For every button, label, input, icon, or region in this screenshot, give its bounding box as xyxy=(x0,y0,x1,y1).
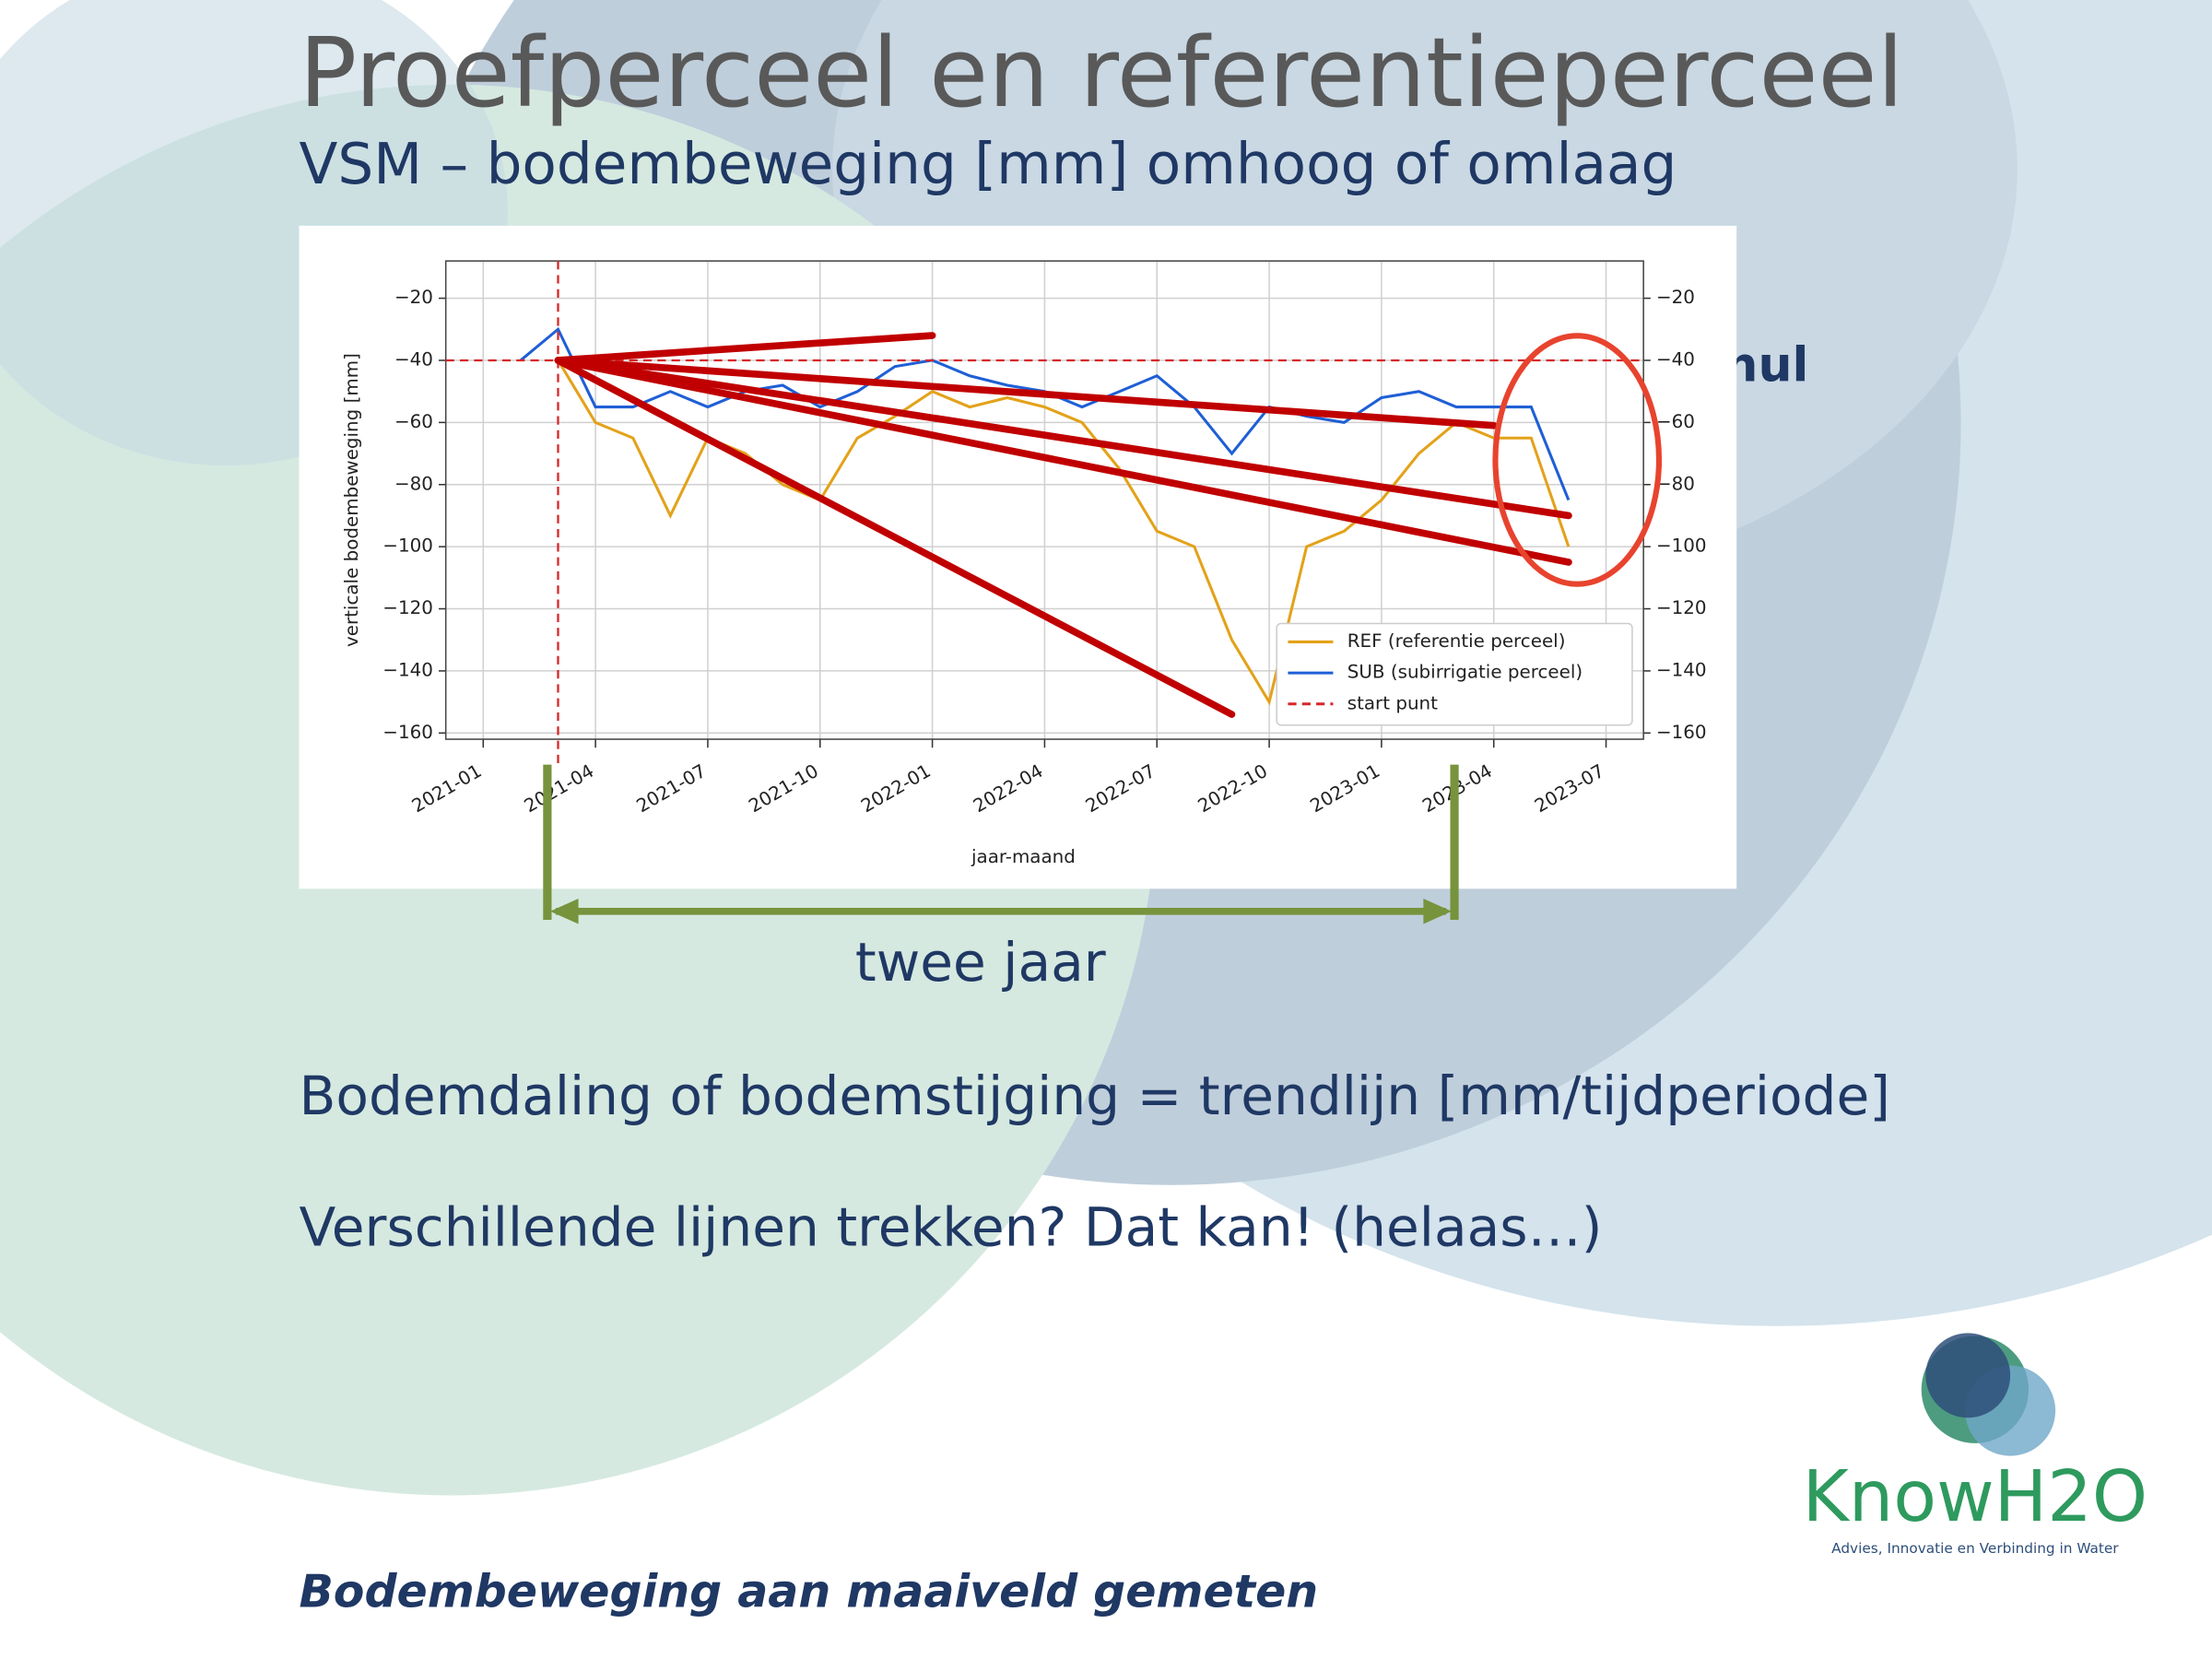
legend-label: REF (referentie perceel) xyxy=(1347,630,1566,652)
span-arrow xyxy=(543,764,1459,924)
y-tick-label: −100 xyxy=(382,535,433,557)
y2-tick-label: −20 xyxy=(1656,287,1695,308)
trend-line xyxy=(554,332,936,364)
chart-image xyxy=(299,225,1737,889)
y-tick-label: −60 xyxy=(394,411,433,432)
slide-title: Proefperceel en referentieperceel xyxy=(299,17,1903,129)
y-tick-label: −80 xyxy=(394,473,433,494)
body-line: Bodemdaling of bodemstijging = trendlijn… xyxy=(299,1065,1889,1127)
trend-line xyxy=(554,357,1572,566)
y2-tick-label: −80 xyxy=(1656,473,1695,494)
y-tick-label: −120 xyxy=(382,597,433,618)
plot-frame xyxy=(444,260,1644,740)
span-label: twee jaar xyxy=(855,931,1106,994)
x-axis-label: jaar-maand xyxy=(971,846,1076,867)
logo: KnowH2O Advies, Innovatie en Verbinding … xyxy=(1803,1333,2148,1557)
logo-name: KnowH2O xyxy=(1803,1456,2148,1538)
y2-tick-label: −40 xyxy=(1656,348,1695,370)
legend-label: start punt xyxy=(1347,692,1438,713)
legend-box xyxy=(1276,622,1633,726)
y-tick-label: −40 xyxy=(394,348,433,370)
slide-subtitle: VSM – bodembeweging [mm] omhoog of omlaa… xyxy=(299,132,1677,197)
body-line: Verschillende lijnen trekken? Dat kan! (… xyxy=(299,1196,1602,1259)
y2-tick-label: −160 xyxy=(1656,722,1707,743)
y-tick-label: −20 xyxy=(394,287,433,308)
trend-line xyxy=(554,357,1572,520)
y2-tick-label: −100 xyxy=(1656,535,1707,557)
y-axis-label: verticale bodembeweging [mm] xyxy=(341,353,362,647)
legend-label: SUB (subirrigatie perceel) xyxy=(1347,662,1583,683)
side-note: nul xyxy=(1724,337,1808,393)
trend-line xyxy=(554,357,1498,429)
y-tick-label: −160 xyxy=(382,722,433,743)
logo-tagline: Advies, Innovatie en Verbinding in Water xyxy=(1831,1540,2119,1557)
y2-tick-label: −60 xyxy=(1656,411,1695,432)
y-tick-label: −140 xyxy=(382,659,433,680)
highlight-ellipse xyxy=(1492,333,1663,587)
y2-tick-label: −140 xyxy=(1656,659,1707,680)
y2-tick-label: −120 xyxy=(1656,597,1707,618)
trend-line xyxy=(554,357,1236,718)
footer: Bodembeweging aan maaiveld gemeten xyxy=(299,1565,1318,1618)
